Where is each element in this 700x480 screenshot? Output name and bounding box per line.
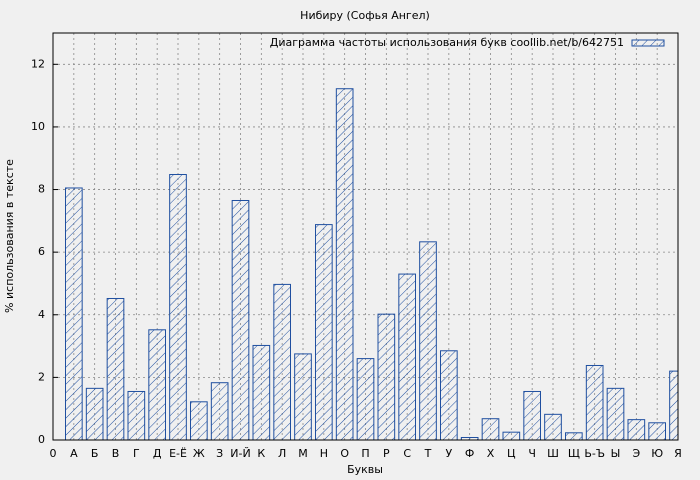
bar xyxy=(335,88,354,440)
x-tick-label: З xyxy=(216,447,223,460)
bar xyxy=(190,401,208,440)
x-tick-label: Я xyxy=(674,447,682,460)
bar xyxy=(252,344,271,440)
bar xyxy=(669,370,678,440)
x-tick-label: О xyxy=(340,447,349,460)
bar xyxy=(523,390,541,440)
y-tick-label: 12 xyxy=(31,57,45,70)
chart-title: Нибиру (Софья Ангел) xyxy=(300,9,430,22)
bars xyxy=(65,88,678,440)
bar xyxy=(440,350,458,440)
x-tick-label: Щ xyxy=(568,447,580,460)
bar xyxy=(356,358,375,440)
x-axis-label: Буквы xyxy=(347,463,383,476)
bar xyxy=(210,382,229,440)
bar xyxy=(585,364,604,440)
x-tick-label: Ш xyxy=(547,447,559,460)
x-tick-label: Ю xyxy=(651,447,663,460)
x-tick-label: Р xyxy=(383,447,390,460)
bar xyxy=(294,353,312,440)
x-tick-label: Б xyxy=(91,447,99,460)
x-tick-label: В xyxy=(112,447,120,460)
x-tick-label: Ц xyxy=(507,447,516,460)
x-tick-label: У xyxy=(445,447,452,460)
x-tick-label: Д xyxy=(153,447,162,460)
y-tick-label: 4 xyxy=(38,308,45,321)
bar xyxy=(481,418,500,440)
bar xyxy=(148,329,166,440)
bar xyxy=(169,174,187,440)
x-tick-label: С xyxy=(403,447,411,460)
y-tick-label: 8 xyxy=(38,183,45,196)
x-tick-label: Х xyxy=(487,447,495,460)
bar xyxy=(565,432,583,440)
x-tick-label: Т xyxy=(424,447,432,460)
y-axis-label: % использования в тексте xyxy=(3,159,16,313)
y-tick-label: 0 xyxy=(38,433,45,446)
bar xyxy=(106,297,125,440)
x-tick-label: Ф xyxy=(465,447,474,460)
x-tick-label: И-Й xyxy=(230,447,250,460)
x-tick-label: Ы xyxy=(611,447,621,460)
bar xyxy=(460,436,479,440)
x-tick-label: Г xyxy=(133,447,140,460)
bar xyxy=(315,224,333,440)
bar xyxy=(127,390,146,440)
bar xyxy=(606,387,625,440)
x-tick-label: М xyxy=(298,447,308,460)
bar xyxy=(85,387,104,440)
bar xyxy=(648,422,666,440)
x-tick-label: Ж xyxy=(193,447,205,460)
bar xyxy=(502,431,521,440)
x-tick-label: Э xyxy=(632,447,640,460)
bar xyxy=(627,419,646,440)
bar xyxy=(377,313,396,440)
bar xyxy=(398,273,417,440)
y-tick-label: 6 xyxy=(38,245,45,258)
bar xyxy=(65,187,83,440)
x-tick-label: Л xyxy=(278,447,286,460)
legend-swatch xyxy=(631,39,665,47)
x-tick-label: К xyxy=(257,447,265,460)
bar xyxy=(544,413,562,440)
y-tick-label: 2 xyxy=(38,370,45,383)
x-tick-label: А xyxy=(70,447,78,460)
x-tick-label: 0 xyxy=(50,447,57,460)
legend-label: Диаграмма частоты использования букв coo… xyxy=(270,36,624,49)
bar xyxy=(419,241,437,440)
x-tick-label: Ч xyxy=(528,447,536,460)
y-tick-label: 10 xyxy=(31,120,45,133)
bar xyxy=(231,199,250,440)
x-tick-label: П xyxy=(361,447,369,460)
x-tick-label: Ь-Ъ xyxy=(584,447,605,460)
x-tick-label: Н xyxy=(320,447,328,460)
bar xyxy=(273,283,292,440)
x-tick-label: Е-Ё xyxy=(169,447,187,460)
plot-frame xyxy=(52,32,679,441)
